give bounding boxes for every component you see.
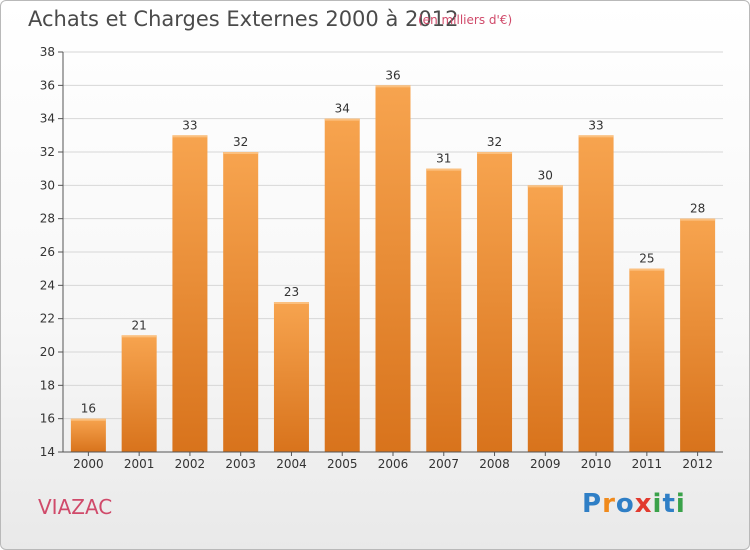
x-tick-label: 2007 bbox=[428, 457, 459, 471]
data-label: 33 bbox=[588, 118, 603, 132]
x-tick-label: 2012 bbox=[682, 457, 713, 471]
data-label: 33 bbox=[182, 118, 197, 132]
data-label: 21 bbox=[132, 318, 147, 332]
y-tick-label: 16 bbox=[40, 412, 55, 426]
bar-highlight bbox=[223, 152, 259, 154]
data-label: 31 bbox=[436, 152, 451, 166]
bar bbox=[426, 168, 462, 452]
bar bbox=[172, 135, 208, 453]
x-tick-label: 2005 bbox=[327, 457, 358, 471]
bar bbox=[629, 268, 665, 452]
bar-highlight bbox=[70, 418, 106, 421]
bar bbox=[527, 185, 563, 453]
logo-letter: r bbox=[602, 489, 616, 519]
data-label: 28 bbox=[690, 202, 705, 216]
y-tick-label: 20 bbox=[40, 345, 55, 359]
bar-highlight bbox=[375, 85, 411, 88]
proxiti-logo: Proxiti bbox=[582, 489, 686, 519]
bar bbox=[477, 152, 513, 452]
bar-highlight bbox=[680, 218, 716, 221]
y-tick-label: 38 bbox=[40, 45, 55, 59]
bar bbox=[375, 85, 411, 452]
data-label: 23 bbox=[284, 285, 299, 299]
x-tick-label: 2003 bbox=[225, 457, 256, 471]
data-label: 32 bbox=[487, 135, 502, 149]
data-label: 34 bbox=[335, 102, 350, 116]
bar-highlight bbox=[324, 118, 360, 121]
x-tick-label: 2001 bbox=[124, 457, 155, 471]
logo-letter: x bbox=[634, 489, 653, 519]
x-tick-label: 2010 bbox=[581, 457, 612, 471]
axes: 14 16 18 20 22 24 26 28 30 32 34 36 38 2000 2001 2002 20… bbox=[40, 45, 723, 471]
x-tick-label: 2000 bbox=[73, 457, 104, 471]
bar bbox=[273, 302, 309, 452]
data-label: 25 bbox=[639, 252, 654, 266]
bar-highlight bbox=[172, 135, 208, 138]
data-label: 36 bbox=[385, 68, 400, 82]
data-label: 30 bbox=[538, 168, 553, 182]
bar-highlight bbox=[273, 302, 309, 304]
bar bbox=[121, 335, 157, 452]
x-tick-label: 2011 bbox=[632, 457, 663, 471]
y-tick-label: 36 bbox=[40, 78, 55, 92]
data-label: 16 bbox=[81, 402, 96, 416]
x-tick-label: 2008 bbox=[479, 457, 510, 471]
x-tick-label: 2002 bbox=[175, 457, 206, 471]
logo-letter: i bbox=[652, 489, 663, 519]
chart-title: Achats et Charges Externes 2000 à 2012 bbox=[28, 7, 459, 31]
logo-letter: t bbox=[662, 489, 676, 519]
y-tick-label: 32 bbox=[40, 145, 55, 159]
logo-letter: P bbox=[582, 489, 603, 519]
y-tick-label: 26 bbox=[40, 245, 55, 259]
bar-highlight bbox=[477, 152, 513, 154]
bar bbox=[578, 135, 614, 453]
bar bbox=[680, 218, 716, 452]
x-tick-label: 2004 bbox=[276, 457, 307, 471]
bar bbox=[70, 418, 106, 452]
y-tick-label: 14 bbox=[40, 445, 55, 459]
chart-unit: (en milliers d'€) bbox=[418, 13, 513, 27]
x-tick-label: 2009 bbox=[530, 457, 561, 471]
logo-letter: o bbox=[615, 489, 635, 519]
y-tick-label: 22 bbox=[40, 312, 55, 326]
bar-highlight bbox=[527, 185, 563, 188]
bar-highlight bbox=[578, 135, 614, 138]
bar-highlight bbox=[426, 168, 462, 171]
bar-highlight bbox=[629, 268, 665, 271]
bar bbox=[223, 152, 259, 452]
y-tick-label: 30 bbox=[40, 178, 55, 192]
place-name: VIAZAC bbox=[38, 495, 113, 519]
y-tick-label: 18 bbox=[40, 378, 55, 392]
bar-highlight bbox=[121, 335, 157, 338]
y-tick-label: 34 bbox=[40, 112, 55, 126]
y-tick-label: 24 bbox=[40, 278, 55, 292]
x-tick-label: 2006 bbox=[378, 457, 409, 471]
logo-letter: i bbox=[675, 489, 686, 519]
bar bbox=[324, 118, 360, 453]
data-label: 32 bbox=[233, 135, 248, 149]
bars: 16 21 33 32 23 34 36 31 32 30 33 25 28 bbox=[70, 68, 716, 453]
y-tick-label: 28 bbox=[40, 212, 55, 226]
